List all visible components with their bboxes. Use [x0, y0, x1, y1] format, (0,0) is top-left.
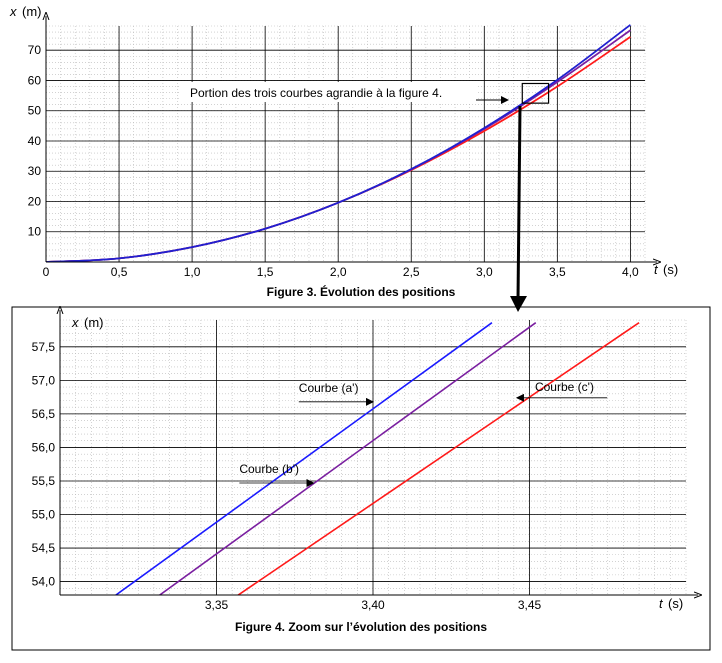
- figure-3-x-tick-label: 2,0: [330, 265, 347, 279]
- figure-4: 3,35 3,40 3,45 54,0 54,5 55,0 55,5 56,0 56,5 57,0…: [11, 306, 711, 651]
- figure-3-y-axis-symbol: x: [9, 4, 17, 19]
- figure-3-x-tick-label: 1,5: [257, 265, 274, 279]
- figure-3-series: [46, 24, 631, 262]
- figure-4-x-axis-unit: (s): [668, 596, 683, 611]
- figure-3-axes: [46, 16, 657, 262]
- figure-4-y-tick-label: 55,5: [32, 474, 56, 488]
- zoom-connector-arrowhead: [510, 296, 527, 312]
- figure-4-y-tick-label: 54,5: [32, 541, 56, 555]
- figure-3-x-tick-label: 0: [43, 265, 50, 279]
- figure-4-caption: Figure 4. Zoom sur l’évolution des posit…: [235, 620, 487, 634]
- figure-4-y-axis-unit: (m): [84, 315, 104, 330]
- figure-3-series-line-3: [46, 24, 631, 262]
- figure-3-caption: Figure 3. Évolution des positions: [267, 284, 456, 299]
- figure-3-zoom-box: [521, 82, 550, 104]
- figure-4-y-tick-label: 57,5: [32, 340, 56, 354]
- figure-3-x-tick-label: 2,5: [403, 265, 420, 279]
- figure-3-y-axis-unit: (m): [22, 4, 42, 19]
- figure-3-x-axis-symbol: t: [654, 262, 659, 277]
- figure-3-y-tick-label: 70: [28, 43, 42, 57]
- figure-3-y-tick-label: 20: [28, 194, 42, 208]
- figure-4-x-tick-label: 3,40: [361, 598, 385, 612]
- figure-3-x-axis-unit: (s): [663, 262, 678, 277]
- figure-3-x-tick-label: 0,5: [111, 265, 128, 279]
- zoom-connector-line: [516, 105, 522, 301]
- figure-4-ticks: 3,35 3,40 3,45 54,0 54,5 55,0 55,5 56,0 56,5 57,0…: [32, 340, 542, 612]
- figure-4-series-line-1: [114, 322, 493, 595]
- figure-4-series-line-2: [158, 322, 537, 595]
- figure-3-grid: [45, 25, 646, 263]
- figure-3-y-tick-label: 10: [28, 225, 42, 239]
- figure-4-y-tick-label: 54,0: [32, 575, 56, 589]
- figure-4-series: [114, 322, 640, 595]
- figure-4-curve-label-2: Courbe (b'): [239, 462, 299, 476]
- figure-3: 0 0,5 1,0 1,5 2,0 2,5 3,0 3,5 4,010203040506070 …: [9, 4, 678, 299]
- figure-4-frame: [11, 306, 711, 651]
- figure-3-x-tick-label: 3,0: [476, 265, 493, 279]
- figure-4-x-axis-symbol: t: [659, 596, 664, 611]
- figure-3-y-tick-label: 40: [28, 134, 42, 148]
- figure-4-x-tick-label: 3,35: [205, 598, 229, 612]
- figure-3-annotation-text: Portion des trois courbes agrandie à la …: [190, 86, 442, 100]
- figure-3-x-tick-label: 3,5: [549, 265, 566, 279]
- figure-4-y-tick-label: 56,0: [32, 440, 56, 454]
- figure-4-grid: [59, 319, 687, 596]
- figure-4-curve-label-1: Courbe (a'): [299, 381, 359, 395]
- figure-3-y-tick-label: 30: [28, 164, 42, 178]
- figure-4-y-tick-label: 57,0: [32, 373, 56, 387]
- figure-4-x-tick-label: 3,45: [518, 598, 542, 612]
- figure-4-y-tick-label: 55,0: [32, 508, 56, 522]
- figure-4-y-axis-symbol: x: [71, 315, 79, 330]
- figure-3-y-tick-label: 60: [28, 73, 42, 87]
- figure-3-y-tick-label: 50: [28, 104, 42, 118]
- figure-3-x-tick-label: 1,0: [184, 265, 201, 279]
- figure-3-x-tick-label: 4,0: [622, 265, 639, 279]
- figure-3-annotation-background: [180, 82, 476, 102]
- figure-4-series-line-3: [236, 322, 640, 595]
- figure-4-curve-labels: Courbe (a') Courbe (b') Courbe (c'): [239, 380, 608, 487]
- figure-3-ticks: 0 0,5 1,0 1,5 2,0 2,5 3,0 3,5 4,0 10 20 30 40 50 60 70: [28, 43, 639, 279]
- figure-4-y-tick-label: 56,5: [32, 407, 56, 421]
- figure-4-axes: [60, 310, 698, 595]
- figure-4-curve-label-3: Courbe (c'): [535, 380, 594, 394]
